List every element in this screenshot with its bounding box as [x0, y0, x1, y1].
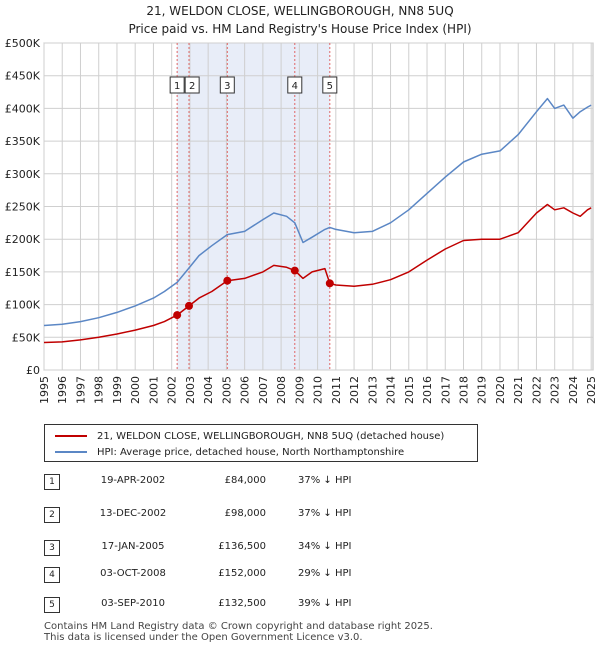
- sale-point: [325, 279, 334, 288]
- x-tick-label: 2013: [366, 376, 379, 404]
- footer-attribution: Contains HM Land Registry data © Crown c…: [44, 621, 433, 643]
- y-tick-label: £300K: [5, 168, 41, 181]
- sale-marker-box: [322, 76, 338, 94]
- sale-hpi-diff: 34% ↓ HPI: [298, 541, 352, 552]
- sale-marker-label: 2: [189, 81, 195, 92]
- sale-number-badge: 3: [44, 540, 60, 556]
- legend-entry-hpi: HPI: Average price, detached house, Nort…: [55, 445, 404, 459]
- x-tick-label: 2004: [202, 376, 215, 404]
- sale-hpi-diff: 37% ↓ HPI: [298, 475, 352, 486]
- x-tick-label: 2011: [330, 376, 343, 404]
- chart-subtitle: Price paid vs. HM Land Registry's House …: [128, 22, 472, 36]
- sale-number-badge: 5: [44, 597, 60, 613]
- x-tick-label: 2005: [220, 376, 233, 404]
- x-tick-label: 2010: [312, 376, 325, 404]
- x-tick-label: 1999: [111, 376, 124, 404]
- y-tick-label: £50K: [12, 331, 41, 344]
- sale-number-badge: 1: [44, 474, 60, 490]
- hpi-line: [43, 97, 592, 327]
- sale-number-badge: 4: [44, 567, 60, 583]
- legend-label-property: 21, WELDON CLOSE, WELLINGBOROUGH, NN8 5U…: [97, 430, 445, 442]
- footer-licence: This data is licensed under the Open Gov…: [44, 632, 363, 643]
- sale-date: 19-APR-2002: [100, 475, 166, 486]
- x-tick-label: 2012: [348, 376, 361, 404]
- x-tick-label: 2023: [549, 376, 562, 404]
- sale-marker-box: [184, 76, 200, 94]
- sale-date: 03-OCT-2008: [100, 568, 166, 579]
- chart-legend: 21, WELDON CLOSE, WELLINGBOROUGH, NN8 5U…: [44, 424, 478, 462]
- x-tick-label: 2022: [530, 376, 543, 404]
- sale-marker-label: 4: [292, 81, 298, 92]
- sale-point: [223, 276, 232, 285]
- sale-row: 3 17-JAN-2005 £136,500 34% ↓ HPI: [44, 538, 444, 558]
- sale-price: £98,000: [224, 508, 266, 519]
- x-tick-label: 2016: [421, 376, 434, 404]
- x-tick-label: 1997: [74, 376, 87, 404]
- sale-date: 13-DEC-2002: [99, 508, 167, 519]
- sale-date: 17-JAN-2005: [101, 541, 165, 552]
- legend-label-hpi: HPI: Average price, detached house, Nort…: [97, 446, 405, 458]
- sale-number-badge: 2: [44, 507, 60, 523]
- sale-hpi-diff: 29% ↓ HPI: [298, 568, 352, 579]
- sale-row: 5 03-SEP-2010 £132,500 39% ↓ HPI: [44, 595, 444, 615]
- sale-row: 4 03-OCT-2008 £152,000 29% ↓ HPI: [44, 565, 444, 585]
- x-tick-label: 2001: [147, 376, 160, 404]
- sale-date: 03-SEP-2010: [101, 598, 165, 609]
- property-price-line: [43, 203, 592, 344]
- y-tick-label: £100K: [5, 299, 41, 312]
- x-tick-label: 2006: [239, 376, 252, 404]
- sale-point: [173, 311, 182, 320]
- sale-hpi-diff: 37% ↓ HPI: [298, 508, 352, 519]
- y-tick-label: £500K: [5, 37, 41, 50]
- x-tick-label: 2025: [585, 376, 598, 404]
- sale-marker-label: 1: [174, 81, 180, 92]
- y-tick-label: £150K: [5, 266, 41, 279]
- x-tick-label: 2015: [403, 376, 416, 404]
- y-tick-label: £250K: [5, 201, 41, 214]
- sale-hpi-diff: 39% ↓ HPI: [298, 598, 352, 609]
- x-tick-label: 2024: [567, 376, 580, 404]
- x-tick-label: 2018: [458, 376, 471, 404]
- x-tick-label: 1998: [93, 376, 106, 404]
- x-tick-label: 2002: [166, 376, 179, 404]
- x-tick-label: 2020: [494, 376, 507, 404]
- sale-point: [290, 266, 299, 275]
- sale-row: 1 19-APR-2002 £84,000 37% ↓ HPI: [44, 472, 444, 492]
- x-tick-label: 2000: [129, 376, 142, 404]
- footer-copyright: Contains HM Land Registry data © Crown c…: [44, 621, 433, 632]
- y-tick-label: £0: [26, 364, 40, 377]
- x-tick-label: 2007: [257, 376, 270, 404]
- x-tick-label: 1996: [56, 376, 69, 404]
- sale-marker-label: 3: [224, 81, 230, 92]
- y-tick-label: £200K: [5, 233, 41, 246]
- sale-marker-box: [287, 76, 303, 94]
- x-tick-label: 1995: [38, 376, 51, 404]
- x-tick-label: 2021: [512, 376, 525, 404]
- sale-price: £84,000: [224, 475, 266, 486]
- sale-point: [185, 301, 194, 310]
- sale-marker-label: 5: [327, 81, 333, 92]
- sale-marker-box: [219, 76, 235, 94]
- y-tick-label: £400K: [5, 102, 41, 115]
- x-tick-label: 2017: [439, 376, 452, 404]
- sale-marker-box: [169, 76, 185, 94]
- x-tick-label: 2009: [293, 376, 306, 404]
- sale-price: £136,500: [218, 541, 266, 552]
- y-tick-label: £450K: [5, 70, 41, 83]
- legend-entry-property: 21, WELDON CLOSE, WELLINGBOROUGH, NN8 5U…: [55, 429, 444, 443]
- sale-price: £132,500: [218, 598, 266, 609]
- x-tick-label: 2014: [385, 376, 398, 404]
- sale-row: 2 13-DEC-2002 £98,000 37% ↓ HPI: [44, 505, 444, 525]
- legend-swatch-property: [55, 435, 87, 437]
- x-tick-label: 2019: [476, 376, 489, 404]
- sale-price: £152,000: [218, 568, 266, 579]
- legend-swatch-hpi: [55, 451, 87, 453]
- x-tick-label: 2008: [275, 376, 288, 404]
- chart-title: 21, WELDON CLOSE, WELLINGBOROUGH, NN8 5U…: [146, 4, 454, 18]
- y-tick-label: £350K: [5, 135, 41, 148]
- x-tick-label: 2003: [184, 376, 197, 404]
